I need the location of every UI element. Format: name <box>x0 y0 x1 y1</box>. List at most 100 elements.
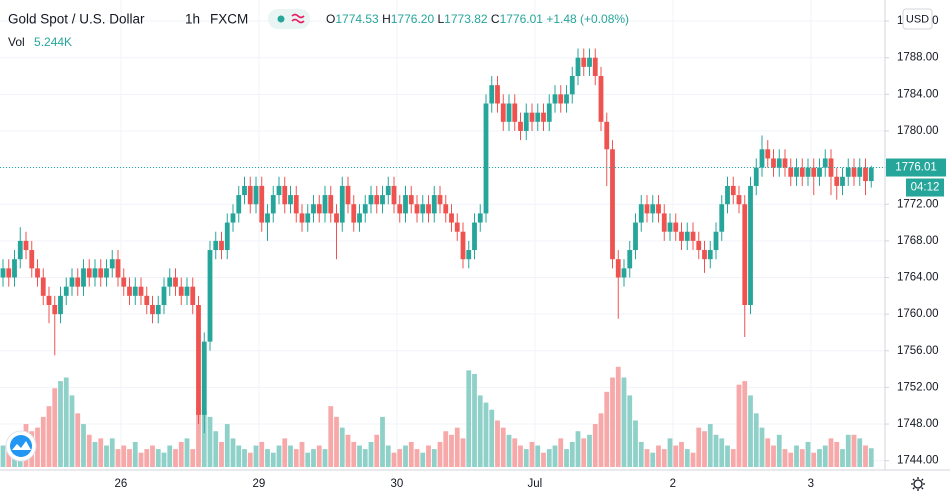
candle-body <box>851 167 857 177</box>
volume-bar <box>316 445 322 467</box>
indicator-toggle[interactable] <box>268 9 310 29</box>
candle-body <box>523 112 529 131</box>
candle-body <box>638 204 644 223</box>
volume-bar <box>805 441 811 467</box>
candle-body <box>587 57 592 67</box>
x-tick-label: 3 <box>808 478 814 490</box>
candle-body <box>224 222 230 251</box>
candle-body <box>247 185 253 205</box>
candle-body <box>362 204 368 214</box>
candle-body <box>305 213 311 223</box>
volume-bar <box>736 384 742 467</box>
volume-bar <box>690 452 696 467</box>
candle-body <box>564 94 569 104</box>
volume-value: 5.244K <box>34 35 72 49</box>
volume-bar <box>236 445 242 467</box>
volume-bar <box>328 406 334 467</box>
volume-bar <box>569 441 575 467</box>
volume-bar <box>265 449 270 467</box>
candle-body <box>52 304 58 315</box>
candle-body <box>679 231 684 241</box>
candle-body <box>29 250 35 269</box>
volume-bar <box>86 434 92 467</box>
volume-bar <box>495 420 500 467</box>
candle-body <box>500 103 506 122</box>
candle-body <box>822 158 828 168</box>
volume-bar <box>414 449 420 467</box>
candle-body <box>650 204 656 214</box>
candle-body <box>673 222 679 232</box>
candle-body <box>667 222 673 232</box>
candle-body <box>35 268 40 278</box>
candle-body <box>834 176 840 186</box>
change: +1.48 (+0.08%) <box>546 12 629 26</box>
currency-box[interactable] <box>902 8 933 30</box>
volume-bar <box>178 441 184 467</box>
volume-bar <box>397 449 403 467</box>
candle-body <box>656 204 661 214</box>
candle-body <box>368 195 374 205</box>
candle-body <box>127 286 132 296</box>
candle-body <box>696 240 702 251</box>
volume-bar <box>69 395 75 467</box>
candle-body <box>236 195 242 214</box>
volume-bar <box>81 424 86 467</box>
ohlc-value: 1774.53 <box>335 12 379 26</box>
settings-icon[interactable] <box>911 477 925 491</box>
candle-layer <box>0 48 874 434</box>
volume-bar <box>650 452 656 467</box>
candle-body <box>466 250 472 260</box>
volume-bar <box>483 402 489 467</box>
volume-bar <box>184 438 190 467</box>
symbol: Gold Spot / U.S. Dollar <box>8 12 145 27</box>
volume-bar <box>144 449 150 467</box>
candle-body <box>293 195 299 214</box>
candle-body <box>817 167 822 177</box>
candle-body <box>437 195 443 205</box>
candle-body <box>121 277 127 287</box>
volume-bar <box>702 431 707 467</box>
volume-bar <box>748 395 753 467</box>
volume-bar <box>155 449 161 467</box>
volume-bar <box>311 449 316 467</box>
volume-bar <box>817 449 822 467</box>
volume-bar <box>535 445 541 467</box>
volume-bar <box>633 420 638 467</box>
volume-bar <box>500 427 506 467</box>
volume-bar <box>759 427 765 467</box>
indicator-dot <box>277 15 285 23</box>
volume-bar <box>782 449 788 467</box>
volume-bar <box>610 377 615 467</box>
volume-bar <box>472 373 477 467</box>
volume-bar <box>35 427 40 467</box>
candle-body <box>282 185 288 205</box>
volume-bar <box>460 438 466 467</box>
candle-body <box>92 268 98 278</box>
candle-body <box>69 277 75 287</box>
volume-bar <box>857 438 863 467</box>
candle-body <box>431 195 437 214</box>
volume-bar <box>431 449 437 467</box>
volume-bar <box>368 441 374 467</box>
candle-body <box>552 94 558 104</box>
candle-body <box>529 112 535 122</box>
volume-bar <box>58 381 63 467</box>
x-tick-label: 2 <box>670 478 676 490</box>
candle-body <box>155 304 161 315</box>
candle-body <box>725 185 730 205</box>
candle-body <box>414 204 420 214</box>
candle-body <box>748 185 753 305</box>
volume-bar <box>219 441 224 467</box>
candle-body <box>627 250 633 269</box>
volume-bar <box>661 449 667 467</box>
countdown-tag <box>906 178 944 197</box>
candle-body <box>259 185 265 223</box>
candle-body <box>161 286 167 305</box>
candle-body <box>63 286 69 296</box>
candle-body <box>0 268 6 278</box>
candle-body <box>546 103 552 122</box>
candle-body <box>495 85 500 104</box>
volume-bar <box>357 445 362 467</box>
volume-bar <box>598 413 604 467</box>
volume-bar <box>615 366 621 467</box>
